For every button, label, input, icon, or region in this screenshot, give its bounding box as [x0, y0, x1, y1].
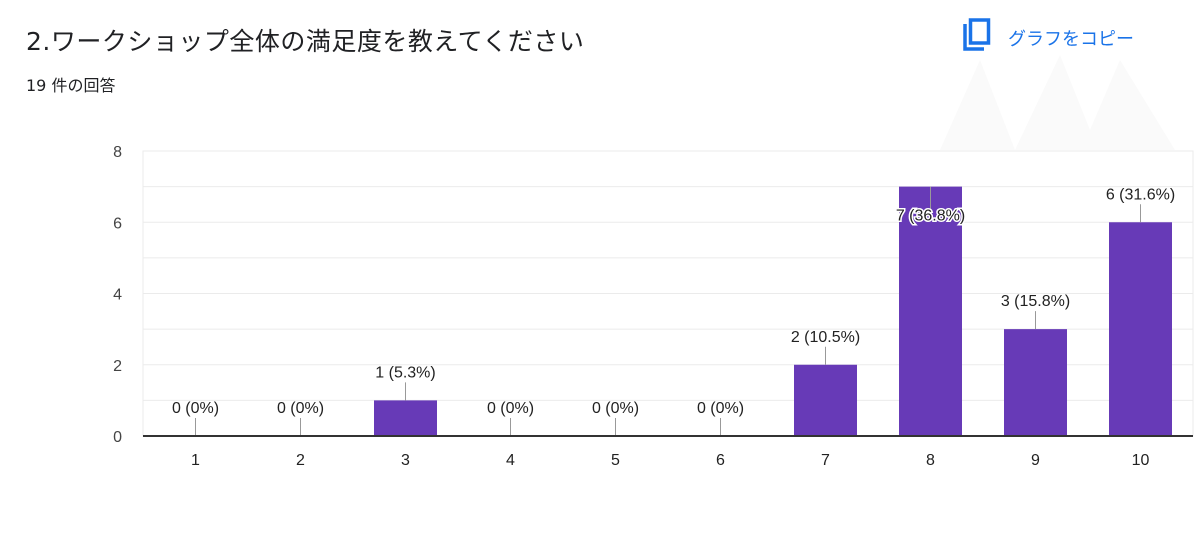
question-title: 2.ワークショップ全体の満足度を教えてください — [26, 27, 585, 56]
watermark-decoration — [940, 55, 1175, 150]
y-tick-label: 6 — [113, 215, 122, 232]
x-tick-label: 3 — [401, 452, 410, 469]
data-label: 7 (36.8%) — [896, 208, 965, 225]
data-label: 0 (0%) — [592, 400, 639, 417]
data-label: 0 (0%) — [277, 400, 324, 417]
x-tick-label: 4 — [506, 452, 515, 469]
data-label: 0 (0%) — [487, 400, 534, 417]
bar[interactable] — [1004, 329, 1067, 436]
x-tick-label: 8 — [926, 452, 935, 469]
copy-chart-label: グラフをコピー — [1008, 28, 1134, 50]
response-count: 19 件の回答 — [26, 76, 116, 95]
copy-icon — [962, 18, 992, 57]
bar[interactable] — [1109, 222, 1172, 436]
x-tick-label: 2 — [296, 452, 305, 469]
y-tick-label: 8 — [113, 144, 122, 161]
y-tick-label: 2 — [113, 358, 122, 375]
x-tick-label: 7 — [821, 452, 830, 469]
data-label: 2 (10.5%) — [791, 329, 860, 346]
y-tick-label: 4 — [113, 287, 122, 304]
data-label: 0 (0%) — [172, 400, 219, 417]
x-tick-label: 1 — [191, 452, 200, 469]
data-label: 1 (5.3%) — [375, 364, 435, 381]
data-label: 6 (31.6%) — [1106, 186, 1175, 203]
data-label: 0 (0%) — [697, 400, 744, 417]
bar[interactable] — [374, 400, 437, 436]
x-tick-label: 6 — [716, 452, 725, 469]
copy-chart-button[interactable]: グラフをコピー — [962, 18, 1134, 57]
bar[interactable] — [794, 364, 857, 436]
bar[interactable] — [899, 186, 962, 436]
x-tick-label: 10 — [1132, 452, 1150, 469]
data-label: 3 (15.8%) — [1001, 293, 1070, 310]
x-tick-label: 9 — [1031, 452, 1040, 469]
x-tick-label: 5 — [611, 452, 620, 469]
y-tick-label: 0 — [113, 429, 122, 446]
